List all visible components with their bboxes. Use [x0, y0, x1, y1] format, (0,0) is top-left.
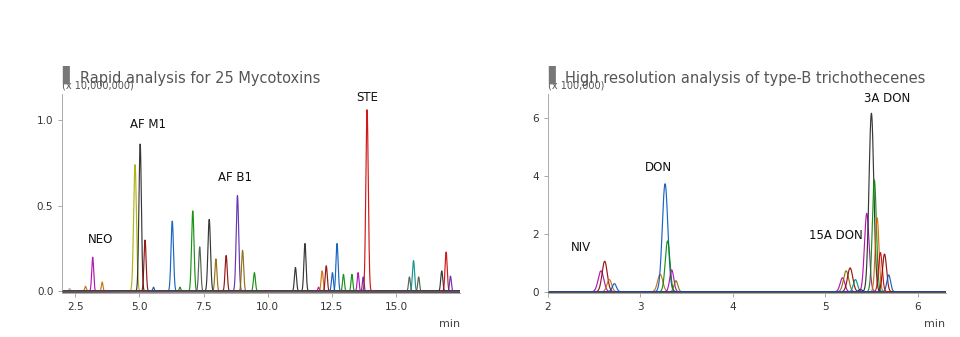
- Text: NIV: NIV: [571, 241, 591, 254]
- Text: AF M1: AF M1: [131, 118, 166, 131]
- Text: ▌: ▌: [548, 66, 562, 84]
- Text: 3A DON: 3A DON: [864, 92, 910, 105]
- Text: NEO: NEO: [88, 233, 113, 246]
- Text: min: min: [924, 319, 946, 329]
- Text: (x 100,000): (x 100,000): [548, 81, 604, 90]
- Text: ▌: ▌: [62, 66, 76, 84]
- Text: 15A DON: 15A DON: [808, 229, 862, 242]
- Text: High resolution analysis of type-B trichothecenes: High resolution analysis of type-B trich…: [565, 71, 925, 86]
- Text: min: min: [439, 319, 460, 329]
- Text: DON: DON: [645, 161, 672, 174]
- Text: Rapid analysis for 25 Mycotoxins: Rapid analysis for 25 Mycotoxins: [80, 71, 320, 86]
- Text: AF B1: AF B1: [218, 171, 252, 184]
- Text: STE: STE: [356, 91, 378, 104]
- Text: (x 10,000,000): (x 10,000,000): [62, 81, 134, 90]
